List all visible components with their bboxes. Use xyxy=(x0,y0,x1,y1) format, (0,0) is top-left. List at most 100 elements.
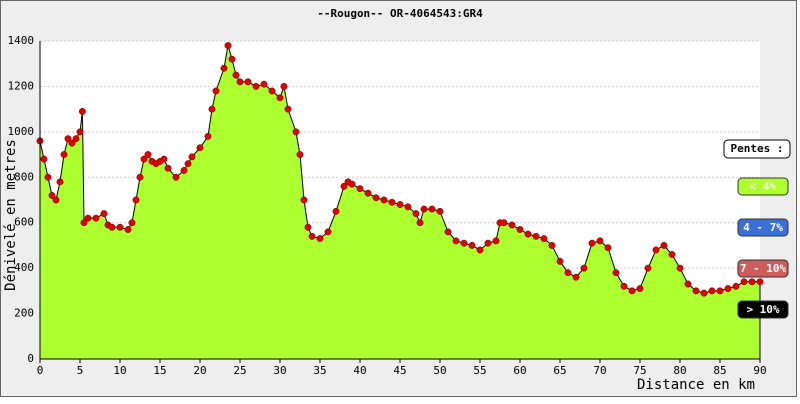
elevation-point xyxy=(64,135,72,143)
legend-title-box xyxy=(723,139,791,159)
elevation-point xyxy=(304,223,312,231)
elevation-point xyxy=(348,180,356,188)
elevation-point xyxy=(84,214,92,222)
elevation-point xyxy=(144,151,152,159)
legend-swatch xyxy=(737,177,789,196)
elevation-point xyxy=(580,264,588,272)
elevation-point xyxy=(292,128,300,136)
legend-label: 4 - 7% xyxy=(743,221,783,234)
elevation-point xyxy=(76,128,84,136)
elevation-point xyxy=(56,178,64,186)
elevation-point xyxy=(128,219,136,227)
elevation-point xyxy=(412,210,420,218)
elevation-point xyxy=(220,64,228,72)
elevation-point xyxy=(164,164,172,172)
elevation-point xyxy=(404,203,412,211)
elevation-point xyxy=(468,241,476,249)
elevation-point xyxy=(380,196,388,204)
legend-swatch xyxy=(737,259,789,278)
elevation-point xyxy=(644,264,652,272)
y-axis-label: Dénivelé en metres xyxy=(3,139,19,291)
elevation-point xyxy=(72,135,80,143)
elevation-point xyxy=(756,278,764,286)
elevation-point xyxy=(492,237,500,245)
elevation-point xyxy=(140,155,148,163)
elevation-point xyxy=(540,235,548,243)
elevation-point xyxy=(244,78,252,86)
elevation-point xyxy=(40,155,48,163)
x-tick-label: 90 xyxy=(753,364,766,377)
elevation-point xyxy=(508,221,516,229)
x-tick-label: 25 xyxy=(233,364,246,377)
elevation-point xyxy=(444,228,452,236)
elevation-point xyxy=(92,214,100,222)
elevation-point xyxy=(500,219,508,227)
y-tick-label: 800 xyxy=(14,170,34,183)
elevation-point xyxy=(48,192,56,199)
elevation-point xyxy=(52,196,60,204)
elevation-point xyxy=(276,94,284,102)
elevation-point xyxy=(724,285,732,293)
x-tick-label: 15 xyxy=(153,364,166,377)
elevation-point xyxy=(428,205,436,213)
elevation-point xyxy=(280,82,288,90)
x-tick-label: 80 xyxy=(673,364,686,377)
elevation-point xyxy=(124,226,132,233)
elevation-point xyxy=(78,107,86,115)
elevation-point xyxy=(252,82,260,90)
elevation-point xyxy=(180,167,188,174)
elevation-point xyxy=(356,185,364,193)
y-tick-label: 1200 xyxy=(8,79,35,92)
elevation-point xyxy=(476,246,484,254)
elevation-point xyxy=(676,264,684,272)
elevation-point xyxy=(524,230,532,238)
y-tick-label: 1400 xyxy=(8,34,35,47)
x-tick-label: 75 xyxy=(633,364,646,377)
elevation-point xyxy=(324,228,332,236)
x-tick-label: 30 xyxy=(273,364,286,377)
x-tick-label: 85 xyxy=(713,364,726,377)
elevation-point xyxy=(668,251,676,258)
elevation-point xyxy=(68,139,76,147)
elevation-point xyxy=(208,105,216,113)
elevation-point xyxy=(692,287,700,295)
elevation-point xyxy=(136,173,144,181)
elevation-point xyxy=(184,160,192,168)
elevation-point xyxy=(188,153,196,161)
x-tick-label: 40 xyxy=(353,364,366,377)
elevation-point xyxy=(212,87,220,95)
y-tick-label: 1000 xyxy=(8,125,35,138)
elevation-point xyxy=(596,237,604,245)
elevation-point xyxy=(372,194,380,202)
y-tick-label: 0 xyxy=(27,352,34,365)
elevation-point xyxy=(732,282,740,290)
elevation-point xyxy=(740,278,748,286)
x-tick-label: 65 xyxy=(553,364,566,377)
elevation-point xyxy=(436,207,444,215)
elevation-point xyxy=(716,287,724,295)
elevation-point xyxy=(612,269,620,277)
legend-swatch xyxy=(737,300,789,319)
elevation-point xyxy=(228,55,236,63)
legend-label: < 4% xyxy=(750,180,777,193)
x-tick-label: 5 xyxy=(77,364,84,377)
x-tick-label: 10 xyxy=(113,364,126,377)
y-tick-label: 400 xyxy=(14,261,34,274)
elevation-point xyxy=(516,226,524,233)
legend-label: > 10% xyxy=(746,303,779,316)
elevation-point xyxy=(628,287,636,295)
elevation-point xyxy=(224,42,232,49)
elevation-point xyxy=(588,239,596,247)
elevation-point xyxy=(300,196,308,204)
elevation-point xyxy=(204,132,212,140)
elevation-point xyxy=(708,287,716,295)
elevation-point xyxy=(636,285,644,293)
y-tick-label: 200 xyxy=(14,307,34,320)
elevation-point xyxy=(604,244,612,252)
elevation-point xyxy=(548,241,556,249)
elevation-point xyxy=(460,239,468,247)
y-tick-label: 600 xyxy=(14,216,34,229)
elevation-point xyxy=(484,239,492,247)
